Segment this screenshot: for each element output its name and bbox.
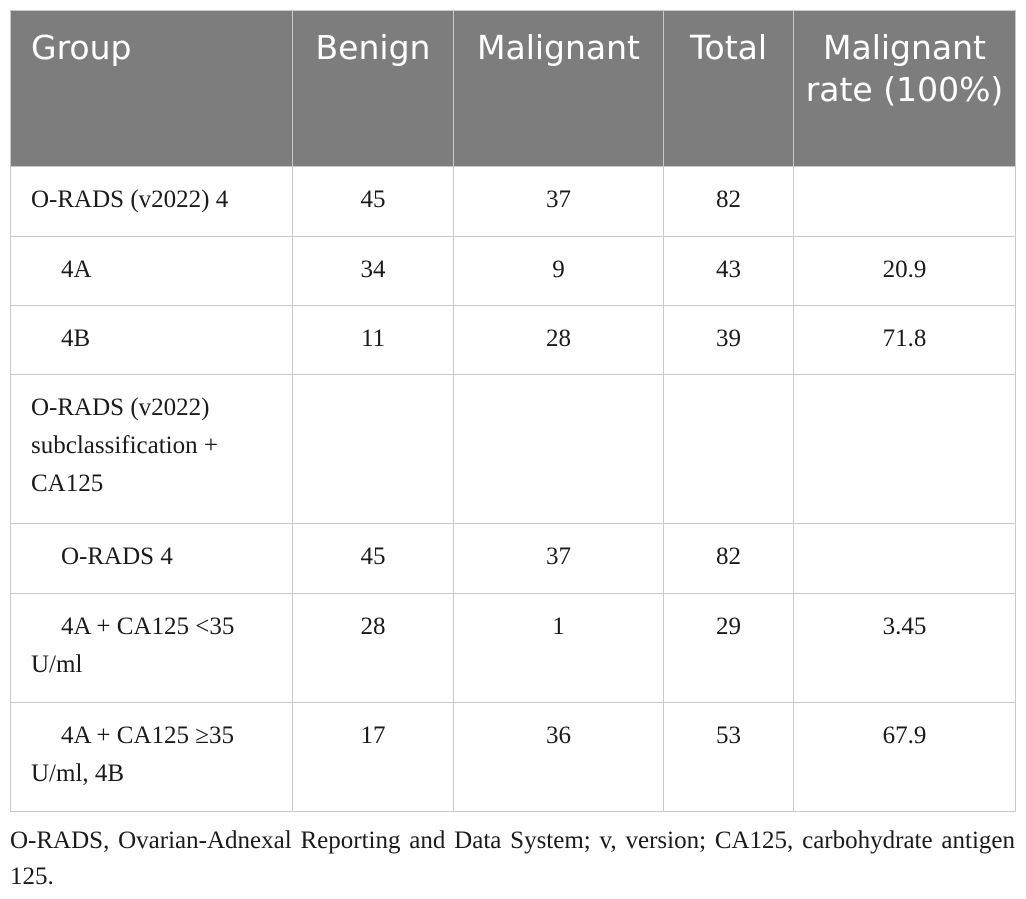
cell-rate xyxy=(793,374,1016,524)
cell-benign: 11 xyxy=(292,305,454,375)
cell-benign: 45 xyxy=(292,523,454,594)
cell-group: O-RADS (v2022) subclassification + CA125 xyxy=(10,374,293,524)
table-footnote: O-RADS, Ovarian-Adnexal Reporting and Da… xyxy=(10,827,1015,890)
header-malignant: Malignant xyxy=(453,10,664,167)
cell-group: 4A xyxy=(10,236,293,306)
cell-total xyxy=(663,374,794,524)
cell-benign: 28 xyxy=(292,593,454,703)
cell-rate: 67.9 xyxy=(793,702,1016,812)
cell-malignant: 36 xyxy=(453,702,664,812)
cell-group: 4A + CA125 ≥35 U/ml, 4B xyxy=(10,702,293,812)
cell-group: 4B xyxy=(10,305,293,375)
cell-total: 53 xyxy=(663,702,794,812)
table-row: O-RADS (v2022) subclassification + CA125 xyxy=(10,374,1016,524)
cell-malignant: 28 xyxy=(453,305,664,375)
header-group: Group xyxy=(10,10,293,167)
results-table: Group Benign Malignant Total Malignant r… xyxy=(10,10,1016,812)
cell-total: 82 xyxy=(663,523,794,594)
cell-malignant: 37 xyxy=(453,166,664,237)
table-header-row: Group Benign Malignant Total Malignant r… xyxy=(10,10,1016,167)
cell-group: 4A + CA125 <35 U/ml xyxy=(10,593,293,703)
cell-malignant: 1 xyxy=(453,593,664,703)
header-benign: Benign xyxy=(292,10,454,167)
cell-rate xyxy=(793,523,1016,594)
cell-benign: 17 xyxy=(292,702,454,812)
cell-rate xyxy=(793,166,1016,237)
table-row: O-RADS (v2022) 4 45 37 82 xyxy=(10,166,1016,237)
cell-benign xyxy=(292,374,454,524)
cell-rate: 20.9 xyxy=(793,236,1016,306)
results-table-container: Group Benign Malignant Total Malignant r… xyxy=(10,10,1016,812)
cell-benign: 34 xyxy=(292,236,454,306)
header-total: Total xyxy=(663,10,794,167)
cell-malignant: 37 xyxy=(453,523,664,594)
cell-benign: 45 xyxy=(292,166,454,237)
cell-rate: 3.45 xyxy=(793,593,1016,703)
table-row: 4A + CA125 ≥35 U/ml, 4B 17 36 53 67.9 xyxy=(10,702,1016,812)
cell-rate: 71.8 xyxy=(793,305,1016,375)
cell-malignant: 9 xyxy=(453,236,664,306)
cell-total: 39 xyxy=(663,305,794,375)
table-row: 4A + CA125 <35 U/ml 28 1 29 3.45 xyxy=(10,593,1016,703)
cell-group: O-RADS (v2022) 4 xyxy=(10,166,293,237)
cell-total: 82 xyxy=(663,166,794,237)
cell-group: O-RADS 4 xyxy=(10,523,293,594)
cell-malignant xyxy=(453,374,664,524)
table-row: O-RADS 4 45 37 82 xyxy=(10,523,1016,594)
table-row: 4A 34 9 43 20.9 xyxy=(10,236,1016,306)
header-malignant-rate: Malignant rate (100%) xyxy=(793,10,1016,167)
cell-total: 29 xyxy=(663,593,794,703)
cell-total: 43 xyxy=(663,236,794,306)
table-row: 4B 11 28 39 71.8 xyxy=(10,305,1016,375)
